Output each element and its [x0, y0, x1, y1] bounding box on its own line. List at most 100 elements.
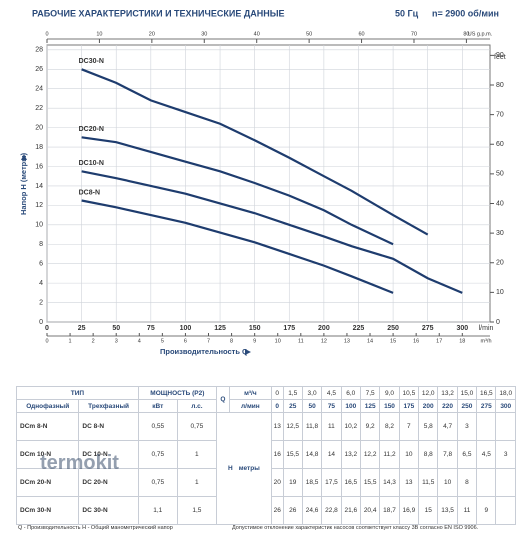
table-cell: кВт [137, 399, 178, 413]
table-cell: 1 [176, 440, 217, 469]
page-title: РАБОЧИЕ ХАРАКТЕРИСТИКИ И ТЕХНИЧЕСКИЕ ДАН… [32, 8, 285, 18]
table-cell: 20,4 [359, 496, 381, 525]
table-cell: 11,8 [301, 412, 323, 441]
x2-tick-label: 16 [413, 338, 419, 344]
x2-tick-label: 5 [161, 338, 164, 344]
y-tick-label: 8 [39, 241, 43, 248]
table-cell: МОЩНОСТЬ (P2) [137, 386, 217, 400]
table-cell: 15 [418, 496, 439, 525]
y-axis-title: Напор H (метры) [19, 152, 28, 215]
table-cell: 1,5 [176, 496, 217, 525]
table-row: Однофазный Трехфазный кВт л.с. л/мин 0 25 50 75 1… [15, 399, 516, 413]
x2-tick-label: 17 [436, 338, 442, 344]
table-cell: 4,5 [321, 386, 342, 400]
table-cell: 15,5 [282, 440, 303, 469]
table-cell: 12,0 [418, 386, 439, 400]
y-tick-label: 22 [35, 105, 43, 112]
x3-tick-label: 40 [254, 31, 260, 37]
table-cell: 250 [456, 399, 478, 413]
x-arrow [245, 349, 251, 355]
y-tick-label: 28 [35, 47, 43, 54]
x2-tick-label: 8 [230, 338, 233, 344]
x-tick-label: 50 [112, 325, 120, 332]
table-cell: 11,2 [379, 440, 400, 469]
table-cell: 10,2 [340, 412, 361, 441]
table-cell: 11 [321, 412, 342, 441]
table-cell: 300 [495, 399, 516, 413]
y-tick-label: 0 [39, 319, 43, 326]
y-tick-label: 18 [35, 144, 43, 151]
x-tick-label: 150 [249, 325, 261, 332]
y2-tick-label: 70 [496, 111, 504, 118]
x3-tick-label: 70 [411, 31, 417, 37]
x-tick-label: 0 [45, 325, 49, 332]
table-cell: 100 [340, 399, 361, 413]
curve [81, 68, 429, 236]
table-cell: 18,0 [495, 386, 516, 400]
table-cell: 7,8 [437, 440, 458, 469]
speed: n= 2900 об/мин [432, 8, 499, 18]
table-cell: 20 [270, 468, 284, 497]
y-arrow [21, 154, 27, 160]
table-cell: 150 [379, 399, 400, 413]
table-cell: 15,0 [456, 386, 478, 400]
table-cell: 0,75 [137, 440, 178, 469]
table-cell: 12,2 [359, 440, 381, 469]
y2-tick-label: 40 [496, 200, 504, 207]
x-tick-label: 200 [318, 325, 330, 332]
table-cell: 13,5 [437, 496, 458, 525]
x-tick-label: 75 [147, 325, 155, 332]
table-cell: 16,9 [398, 496, 420, 525]
table-cell: 9,0 [379, 386, 400, 400]
x-tick-label: 175 [283, 325, 295, 332]
y-tick-label: 16 [35, 163, 43, 170]
y-tick-label: 24 [35, 86, 43, 93]
y-tick-label: 12 [35, 202, 43, 209]
table-cell: 13,2 [340, 440, 361, 469]
y2-unit: feet [494, 54, 506, 61]
x3-tick-label: 50 [306, 31, 312, 37]
y2-tick-label: 80 [496, 82, 504, 89]
x-tick-label: 300 [456, 325, 468, 332]
x2-tick-label: 9 [253, 338, 256, 344]
table-cell: 18,7 [379, 496, 400, 525]
y2-tick-label: 90 [496, 52, 504, 59]
table-cell: 16,5 [476, 386, 497, 400]
table-cell: 4,5 [476, 440, 497, 469]
table-cell: 7 [398, 412, 420, 441]
table-cell: 220 [437, 399, 458, 413]
x3-tick-label: 0 [45, 31, 48, 37]
curve [81, 199, 394, 294]
table-cell: Q [215, 386, 230, 413]
table-cell: 25 [282, 399, 303, 413]
table-cell [476, 412, 497, 441]
table-cell: 50 [301, 399, 323, 413]
table-cell: 75 [321, 399, 342, 413]
table-cell: 13 [398, 468, 420, 497]
table-cell: 0 [270, 386, 284, 400]
table-cell: 0,75 [176, 412, 217, 441]
table-cell: 3 [456, 412, 478, 441]
x2-unit: m³/h [481, 338, 492, 344]
curve [81, 136, 394, 246]
table-cell: л.с. [176, 399, 217, 413]
table-cell: 12,5 [282, 412, 303, 441]
x-tick-label: 125 [214, 325, 226, 332]
table-cell: 0 [270, 399, 284, 413]
table-cell: 3 [495, 440, 516, 469]
y-tick-label: 14 [35, 183, 43, 190]
table-cell: л/мин [228, 399, 272, 413]
table-cell [476, 468, 497, 497]
table-cell: 3,0 [301, 386, 323, 400]
table-cell: 0,75 [137, 468, 178, 497]
table-cell [495, 412, 516, 441]
curve-label: DC20-N [79, 126, 104, 133]
table-cell: 13 [270, 412, 284, 441]
table-cell: 10,5 [398, 386, 420, 400]
table-cell: 5,8 [418, 412, 439, 441]
x-tick-label: 25 [78, 325, 86, 332]
